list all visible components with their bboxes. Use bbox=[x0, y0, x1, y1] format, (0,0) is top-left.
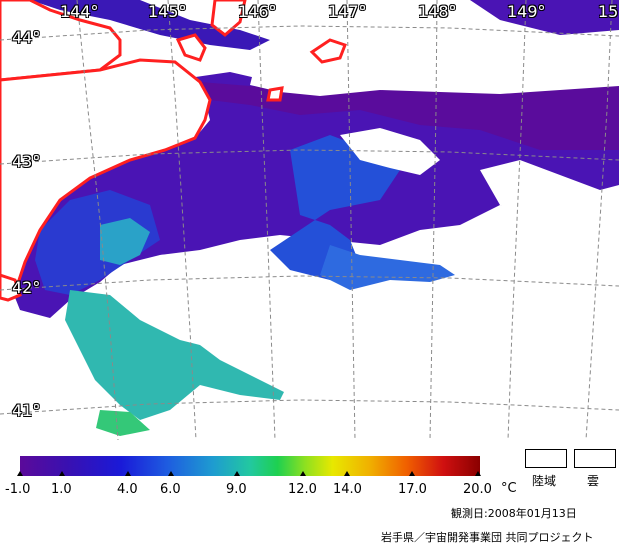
lat-label-41: 41° bbox=[12, 401, 41, 420]
colorbar-label-m1: -1.0 bbox=[5, 482, 31, 497]
lon-label-148: 148° bbox=[418, 2, 457, 21]
land-hokkaido-east bbox=[0, 58, 212, 297]
sst-teal-south bbox=[65, 290, 290, 420]
lat-label-42: 42° bbox=[12, 278, 41, 297]
cloud-cover-southwest bbox=[0, 320, 90, 440]
parallel-41 bbox=[0, 399, 619, 415]
sst-northeast-strip bbox=[470, 0, 619, 35]
lon-label-146: 146° bbox=[238, 2, 277, 21]
colorbar-tick-1 bbox=[59, 471, 65, 476]
temperature-colorbar bbox=[20, 456, 480, 476]
lon-label-149: 149° bbox=[507, 2, 546, 21]
lon-label-147: 147° bbox=[328, 2, 367, 21]
lon-label-150: 15 bbox=[598, 2, 619, 21]
colorbar-label-1: 1.0 bbox=[51, 482, 72, 497]
land-honshu-tip bbox=[0, 273, 22, 302]
colorbar-tick-17 bbox=[409, 471, 415, 476]
land-kuril-island-1 bbox=[175, 33, 207, 62]
sst-map-canvas bbox=[0, 0, 619, 440]
lon-label-145: 145° bbox=[148, 2, 187, 21]
legend-land-swatch bbox=[525, 449, 567, 468]
meridian-150 bbox=[585, 0, 613, 440]
sst-green-patch bbox=[96, 410, 150, 436]
colorbar-tick-m1 bbox=[17, 471, 23, 476]
sst-teal-plume bbox=[100, 218, 150, 265]
sst-blue-west bbox=[35, 190, 160, 295]
sst-scatter-southeast bbox=[320, 245, 455, 290]
meridian-149 bbox=[507, 0, 527, 440]
project-credit: 岩手県／宇宙開発事業団 共同プロジェクト bbox=[381, 531, 594, 544]
legend-land-label: 陸域 bbox=[532, 474, 557, 488]
parallel-43 bbox=[0, 149, 619, 165]
parallel-42 bbox=[0, 275, 619, 291]
lon-label-144: 144° bbox=[60, 2, 99, 21]
parallel-44 bbox=[0, 25, 619, 41]
sst-deep-purple-band bbox=[200, 82, 619, 150]
colorbar-unit: °C bbox=[501, 481, 517, 496]
colorbar-label-12: 12.0 bbox=[288, 482, 317, 497]
colorbar-label-6: 6.0 bbox=[160, 482, 181, 497]
legend-cloud-swatch bbox=[574, 449, 616, 468]
graticule bbox=[0, 0, 619, 440]
colorbar-tick-20 bbox=[475, 471, 481, 476]
colorbar-label-20: 20.0 bbox=[463, 482, 492, 497]
colorbar-tick-12 bbox=[300, 471, 306, 476]
colorbar-tick-6 bbox=[168, 471, 174, 476]
meridian-146 bbox=[257, 0, 276, 440]
colorbar-label-17: 17.0 bbox=[398, 482, 427, 497]
land-kuril-island-3 bbox=[309, 38, 347, 64]
meridian-144 bbox=[76, 0, 119, 440]
cloud-cover-center bbox=[340, 128, 440, 175]
colorbar-tick-4 bbox=[125, 471, 131, 476]
colorbar-label-9: 9.0 bbox=[226, 482, 247, 497]
observation-date: 観測日:2008年01月13日 bbox=[451, 507, 577, 520]
colorbar-label-4: 4.0 bbox=[117, 482, 138, 497]
colorbar-label-14: 14.0 bbox=[333, 482, 362, 497]
legend-cloud-label: 雲 bbox=[587, 474, 600, 488]
cloud-cover-east bbox=[480, 160, 619, 218]
colorbar-tick-9 bbox=[234, 471, 240, 476]
land-kuril-island-4 bbox=[266, 86, 284, 102]
colorbar-tick-14 bbox=[344, 471, 350, 476]
meridian-145 bbox=[167, 0, 197, 440]
sst-blue-core bbox=[270, 135, 400, 280]
sst-northwest-strip bbox=[30, 0, 270, 50]
meridian-148 bbox=[429, 0, 438, 440]
lat-label-43: 43° bbox=[12, 152, 41, 171]
lat-label-44: 44° bbox=[12, 28, 41, 47]
sst-map: 144° 145° 146° 147° 148° 149° 15 44° 43°… bbox=[0, 0, 619, 440]
cloud-cover-south bbox=[130, 250, 619, 440]
land-kuril-island-2 bbox=[210, 0, 247, 37]
meridian-147 bbox=[346, 0, 356, 440]
